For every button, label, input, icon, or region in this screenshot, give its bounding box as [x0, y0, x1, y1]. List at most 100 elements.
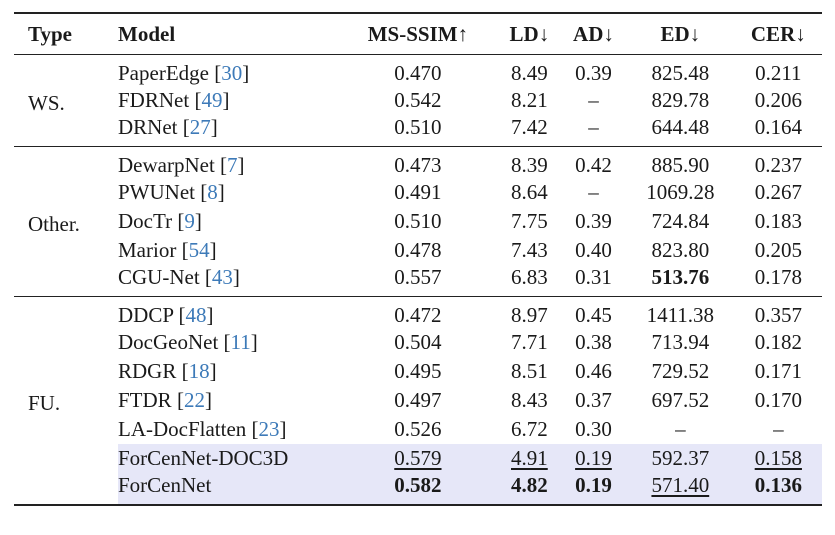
cer-cell: 0.171	[735, 357, 822, 386]
citation-link[interactable]: 7	[227, 153, 238, 177]
model-name: ForCenNet-DOC3D	[118, 446, 289, 470]
ms-ssim-cell: 0.557	[338, 265, 498, 297]
ld-value: 7.43	[511, 238, 548, 262]
table-row: RDGR [18] 0.495 8.51 0.46 729.52 0.171	[14, 357, 822, 386]
ad-cell: 0.42	[561, 147, 626, 179]
ld-value: 8.21	[511, 88, 548, 112]
ms-ssim-cell: 0.470	[338, 55, 498, 87]
ed-value: 1411.38	[646, 303, 715, 327]
citation-link[interactable]: 43	[211, 265, 233, 289]
ld-cell: 8.39	[498, 147, 561, 179]
ld-cell: 8.21	[498, 86, 561, 115]
ad-value: 0.30	[575, 417, 612, 441]
model-name-cell: DDCP [48]	[118, 303, 214, 327]
citation-link[interactable]: 9	[184, 209, 195, 233]
ad-value: 0.38	[575, 330, 612, 354]
model-name: DocTr	[118, 209, 173, 233]
citation-link[interactable]: 11	[230, 330, 251, 354]
citation-link[interactable]: 18	[188, 359, 210, 383]
citation-link[interactable]: 27	[189, 115, 211, 139]
ms-ssim-value: 0.478	[394, 238, 442, 262]
ed-cell: 644.48	[626, 115, 735, 147]
model-name-cell: FDRNet [49]	[118, 88, 230, 112]
ms-ssim-value: 0.510	[394, 209, 442, 233]
citation-link[interactable]: 23	[258, 417, 280, 441]
ed-cell: 825.48	[626, 55, 735, 87]
model-name-cell: CGU-Net [43]	[118, 265, 240, 289]
ms-ssim-value: 0.526	[394, 417, 442, 441]
ld-cell: 8.43	[498, 386, 561, 415]
ms-ssim-cell: 0.495	[338, 357, 498, 386]
ms-ssim-cell: 0.510	[338, 115, 498, 147]
ld-value: 8.64	[511, 180, 548, 204]
model-name: DocGeoNet	[118, 330, 219, 354]
ed-cell: –	[626, 415, 735, 444]
ad-value: 0.39	[575, 61, 612, 85]
table-row: PWUNet [8] 0.491 8.64 – 1069.28 0.267	[14, 178, 822, 207]
citation-link[interactable]: 49	[201, 88, 223, 112]
ed-cell: 571.40	[625, 473, 735, 505]
ms-ssim-cell: 0.504	[338, 328, 498, 357]
ms-ssim-cell: 0.579	[338, 444, 498, 473]
ad-value: 0.37	[575, 388, 612, 412]
cer-value: 0.237	[754, 153, 802, 177]
ld-cell: 7.71	[498, 328, 561, 357]
cer-cell: –	[735, 415, 822, 444]
ad-value: 0.31	[575, 265, 612, 289]
table-row: FTDR [22] 0.497 8.43 0.37 697.52 0.170	[14, 386, 822, 415]
ld-value: 8.97	[511, 303, 548, 327]
cer-value: –	[773, 417, 784, 441]
table-row: ForCenNet 0.582 4.82 0.19 571.40 0.136	[14, 473, 822, 505]
citation-link[interactable]: 30	[221, 61, 243, 85]
cer-cell: 0.211	[735, 55, 822, 87]
table-row: FU. DDCP [48] 0.472 8.97 0.45 1411.38 0.357	[14, 297, 822, 415]
ed-cell: 513.76	[626, 265, 735, 297]
ed-cell: 724.84	[626, 207, 735, 236]
ld-cell: 8.51	[498, 357, 561, 386]
cer-value: 0.178	[754, 265, 802, 289]
header-ms-ssim: MS-SSIM↑	[367, 21, 469, 46]
ld-value: 4.82	[511, 473, 548, 497]
cer-value: 0.170	[754, 388, 802, 412]
citation-link[interactable]: 22	[183, 388, 205, 412]
ad-value: 0.19	[575, 446, 612, 470]
ed-cell: 592.37	[625, 444, 735, 473]
header-ed: ED↓	[660, 21, 701, 46]
ms-ssim-cell: 0.582	[338, 473, 498, 505]
model-name: ForCenNet	[118, 473, 212, 497]
cer-cell: 0.205	[735, 236, 822, 265]
model-name-cell: DewarpNet [7]	[118, 153, 245, 177]
header-cer: CER↓	[750, 21, 806, 46]
ms-ssim-cell: 0.542	[338, 86, 498, 115]
ld-cell: 8.97	[498, 297, 561, 329]
ms-ssim-cell: 0.472	[338, 297, 498, 329]
ms-ssim-cell: 0.510	[338, 207, 498, 236]
model-name: FTDR	[118, 388, 172, 412]
citation-link[interactable]: 48	[185, 303, 207, 327]
ad-cell: 0.45	[561, 297, 626, 329]
ed-value: 729.52	[651, 359, 710, 383]
cer-value: 0.171	[754, 359, 802, 383]
results-table: Type Model MS-SSIM↑ LD↓ AD↓ ED↓ CER↓ WS.…	[14, 12, 822, 506]
ed-cell: 1411.38	[626, 297, 735, 329]
group-type-label: WS.	[28, 91, 65, 115]
header-type: Type	[28, 21, 72, 46]
ld-cell: 6.72	[498, 415, 561, 444]
ad-cell: 0.46	[561, 357, 626, 386]
ed-value: 571.40	[651, 473, 710, 497]
ms-ssim-cell: 0.497	[338, 386, 498, 415]
citation-link[interactable]: 54	[188, 238, 210, 262]
ad-cell: 0.39	[561, 207, 626, 236]
model-name-cell: DocTr [9]	[118, 209, 202, 233]
model-name-cell: DocGeoNet [11]	[118, 330, 258, 354]
model-name: PaperEdge	[118, 61, 209, 85]
ad-value: 0.39	[575, 209, 612, 233]
ms-ssim-value: 0.495	[394, 359, 442, 383]
ld-cell: 7.43	[498, 236, 561, 265]
ad-cell: 0.31	[561, 265, 626, 297]
citation-link[interactable]: 8	[207, 180, 218, 204]
model-name: Marior	[118, 238, 177, 262]
ms-ssim-value: 0.497	[394, 388, 442, 412]
cer-cell: 0.237	[735, 147, 822, 179]
table-row: DRNet [27] 0.510 7.42 – 644.48 0.164	[14, 115, 822, 147]
